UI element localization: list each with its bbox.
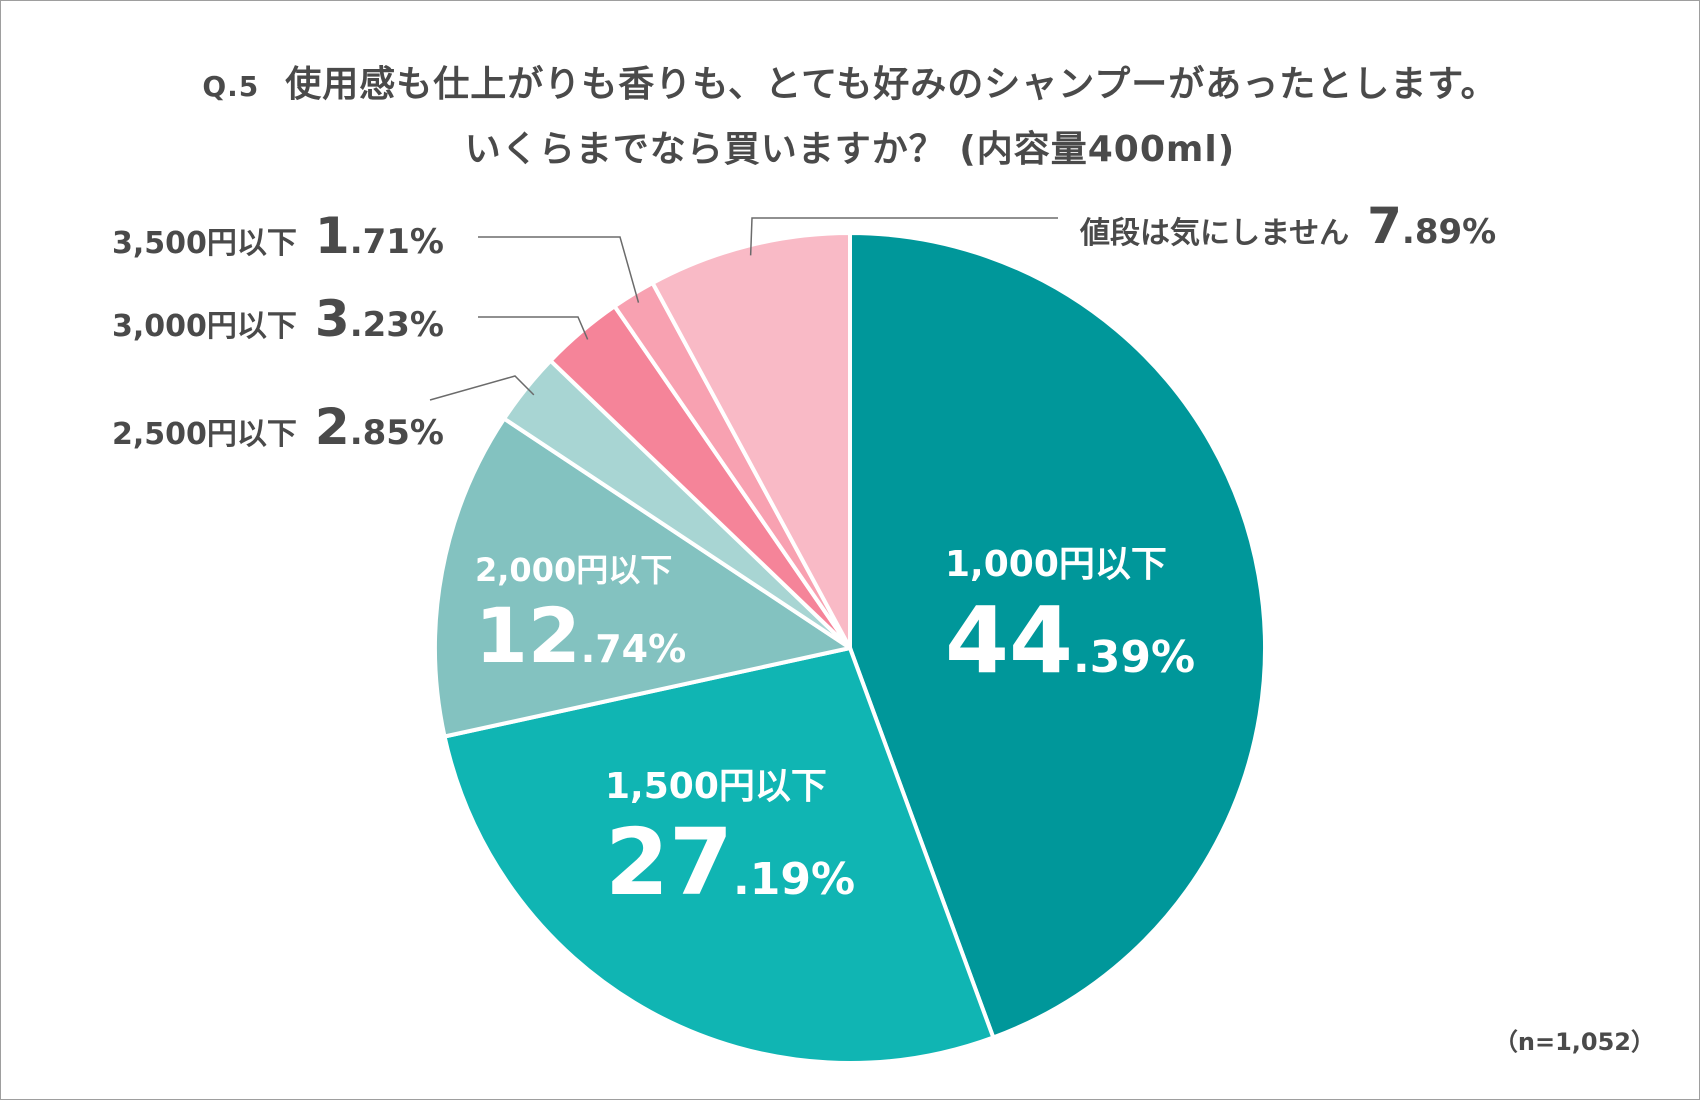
slice-label-3500: 3,500円以下 1.71% [112, 207, 444, 265]
slice-value-1500: 27.19% [605, 809, 855, 916]
slice-value-1000: 44.39% [945, 587, 1195, 694]
slice-value-dec-2500: .85% [349, 413, 444, 453]
leader-line-no-price [749, 217, 1058, 256]
slice-label-2000: 2,000円以下 12.74% [475, 545, 686, 680]
slice-category-no-price: 値段は気にしません [1080, 216, 1350, 251]
slice-category-2500: 2,500円以下 [112, 417, 297, 452]
sample-size-note: （n=1,052） [1493, 1028, 1655, 1056]
slice-category-3500: 3,500円以下 [112, 226, 297, 261]
question-number: Q.5 [202, 70, 260, 103]
slice-value-dec-1000: .39% [1073, 632, 1196, 683]
slice-value-int-1000: 44 [945, 587, 1074, 694]
slice-1000 [848, 231, 1267, 1040]
slice-label-3000: 3,000円以下 3.23% [112, 290, 444, 348]
chart-title-line1: Q.5 使用感も仕上がりも香りも、とても好みのシャンプーがあったとします。 [0, 55, 1700, 107]
slice-value-int-2500: 2 [314, 398, 350, 456]
slice-category-1500: 1,500円以下 [605, 766, 827, 807]
title-text-line1: 使用感も仕上がりも香りも、とても好みのシャンプーがあったとします。 [285, 64, 1498, 105]
leader-line-2500 [429, 375, 535, 401]
slice-value-2000: 12.74% [475, 591, 686, 680]
slice-value-dec-3500: .71% [349, 222, 444, 262]
slice-label-no-price: 値段は気にしません 7.89% [1080, 197, 1496, 255]
slice-category-1000: 1,000円以下 [945, 544, 1167, 585]
slice-category-2000: 2,000円以下 [475, 551, 673, 589]
slice-value-int-2000: 12 [475, 591, 581, 680]
slice-value-int-3500: 1 [314, 207, 350, 265]
slice-1500 [442, 646, 996, 1065]
slice-label-1000: 1,000円以下 44.39% [945, 535, 1195, 694]
slice-no-price [650, 231, 852, 650]
slice-value-dec-3000: .23% [349, 305, 444, 345]
slice-category-3000: 3,000円以下 [112, 309, 297, 344]
slice-2000 [433, 416, 852, 739]
chart-title-line2: いくらまでなら買いますか？ (内容量400ml) [464, 129, 1236, 170]
slice-value-dec-2000: .74% [580, 627, 687, 671]
slice-label-1500: 1,500円以下 27.19% [605, 757, 855, 916]
slice-value-dec-no-price: .89% [1401, 212, 1497, 252]
leader-line-3000 [478, 316, 589, 340]
slice-value-int-1500: 27 [605, 809, 734, 916]
leader-line-3500 [478, 236, 640, 303]
slice-label-2500: 2,500円以下 2.85% [112, 398, 444, 456]
slice-value-dec-1500: .19% [733, 854, 856, 905]
slice-value-int-no-price: 7 [1367, 197, 1402, 255]
slice-value-int-3000: 3 [314, 290, 350, 348]
